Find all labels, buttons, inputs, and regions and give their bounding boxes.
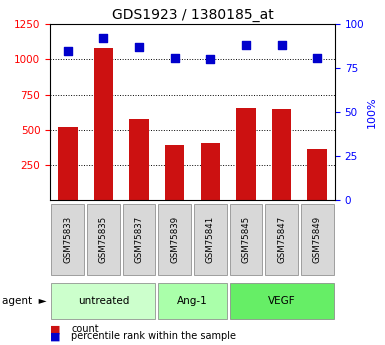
Text: Ang-1: Ang-1 <box>177 296 208 306</box>
Bar <box>123 204 156 275</box>
Text: GSM75839: GSM75839 <box>170 216 179 263</box>
Bar <box>165 145 184 200</box>
Point <box>243 42 249 48</box>
Bar <box>87 204 120 275</box>
Text: GSM75841: GSM75841 <box>206 216 215 263</box>
Point <box>172 55 178 60</box>
Text: count: count <box>71 325 99 334</box>
Point <box>314 55 320 60</box>
Point <box>278 42 285 48</box>
Point <box>100 36 107 41</box>
Text: ■: ■ <box>50 325 60 334</box>
Text: GSM75835: GSM75835 <box>99 216 108 263</box>
Text: GSM75849: GSM75849 <box>313 216 321 263</box>
Text: GSM75847: GSM75847 <box>277 216 286 263</box>
Bar <box>52 204 84 275</box>
Text: VEGF: VEGF <box>268 296 295 306</box>
Text: GSM75833: GSM75833 <box>64 216 72 263</box>
Bar <box>307 149 327 200</box>
Text: GSM75837: GSM75837 <box>135 216 144 263</box>
Text: percentile rank within the sample: percentile rank within the sample <box>71 332 236 341</box>
Bar <box>129 119 149 200</box>
Bar <box>158 283 227 319</box>
Bar <box>94 48 113 200</box>
Bar <box>158 204 191 275</box>
Bar <box>272 109 291 200</box>
Point <box>136 44 142 50</box>
Text: untreated: untreated <box>78 296 129 306</box>
Bar <box>194 204 227 275</box>
Bar <box>229 283 333 319</box>
Title: GDS1923 / 1380185_at: GDS1923 / 1380185_at <box>112 8 273 22</box>
Point <box>65 48 71 53</box>
Bar <box>58 127 78 200</box>
Bar <box>236 108 256 200</box>
Bar <box>265 204 298 275</box>
Text: agent  ►: agent ► <box>2 296 47 306</box>
Text: GSM75845: GSM75845 <box>241 216 250 263</box>
Bar <box>201 143 220 200</box>
Point <box>207 57 213 62</box>
Bar <box>229 204 262 275</box>
Bar <box>301 204 333 275</box>
Y-axis label: 100%: 100% <box>367 96 377 128</box>
Text: ■: ■ <box>50 332 60 341</box>
Bar <box>52 283 156 319</box>
